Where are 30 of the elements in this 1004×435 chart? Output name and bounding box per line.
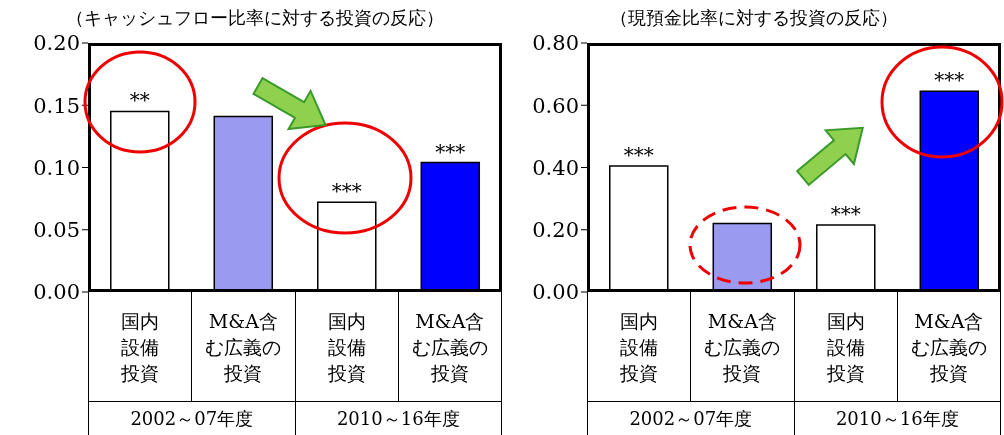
x-tick-label: M&A含む広義の投資: [410, 308, 489, 386]
x-tick-label: M&A含む広義の投資: [204, 308, 283, 386]
y-tick-label: 0.00: [33, 280, 80, 305]
x-tick-label: M&A含む広義の投資: [909, 308, 988, 386]
text: 2002～07年度: [628, 407, 754, 431]
data-label: ***: [830, 202, 861, 227]
text: 2010～16年度: [793, 402, 1000, 435]
data-label: ***: [934, 68, 965, 93]
y-tick-label: 0.60: [532, 93, 579, 118]
y-tick-label: 0.00: [532, 280, 579, 305]
y-tick-label: 0.40: [532, 155, 579, 180]
x-tick-label: 国内設備投資: [120, 308, 161, 386]
y-tick-label: 0.10: [33, 155, 80, 180]
data-label: ***: [623, 142, 654, 167]
x-tick-label: 国内設備投資: [619, 308, 660, 386]
text: 2002～07年度: [129, 407, 255, 431]
data-label: **: [129, 88, 150, 113]
data-label: ***: [435, 139, 466, 164]
chart-title: （現預金比率に対する投資の反応）: [609, 6, 899, 30]
y-tick-label: 0.05: [33, 218, 80, 243]
text: 2010～16年度: [294, 402, 501, 435]
x-tick-label: 国内設備投資: [326, 308, 367, 386]
y-tick-label: 0.80: [532, 31, 579, 56]
chart-title: （キャッシュフロー比率に対する投資の反応）: [65, 6, 445, 30]
x-tick-label: 国内設備投資: [825, 308, 866, 386]
y-tick-label: 0.20: [33, 31, 80, 56]
y-tick-label: 0.20: [532, 218, 579, 243]
y-tick-label: 0.15: [33, 93, 80, 118]
data-label: ***: [331, 179, 362, 204]
x-tick-label: M&A含む広義の投資: [703, 308, 782, 386]
